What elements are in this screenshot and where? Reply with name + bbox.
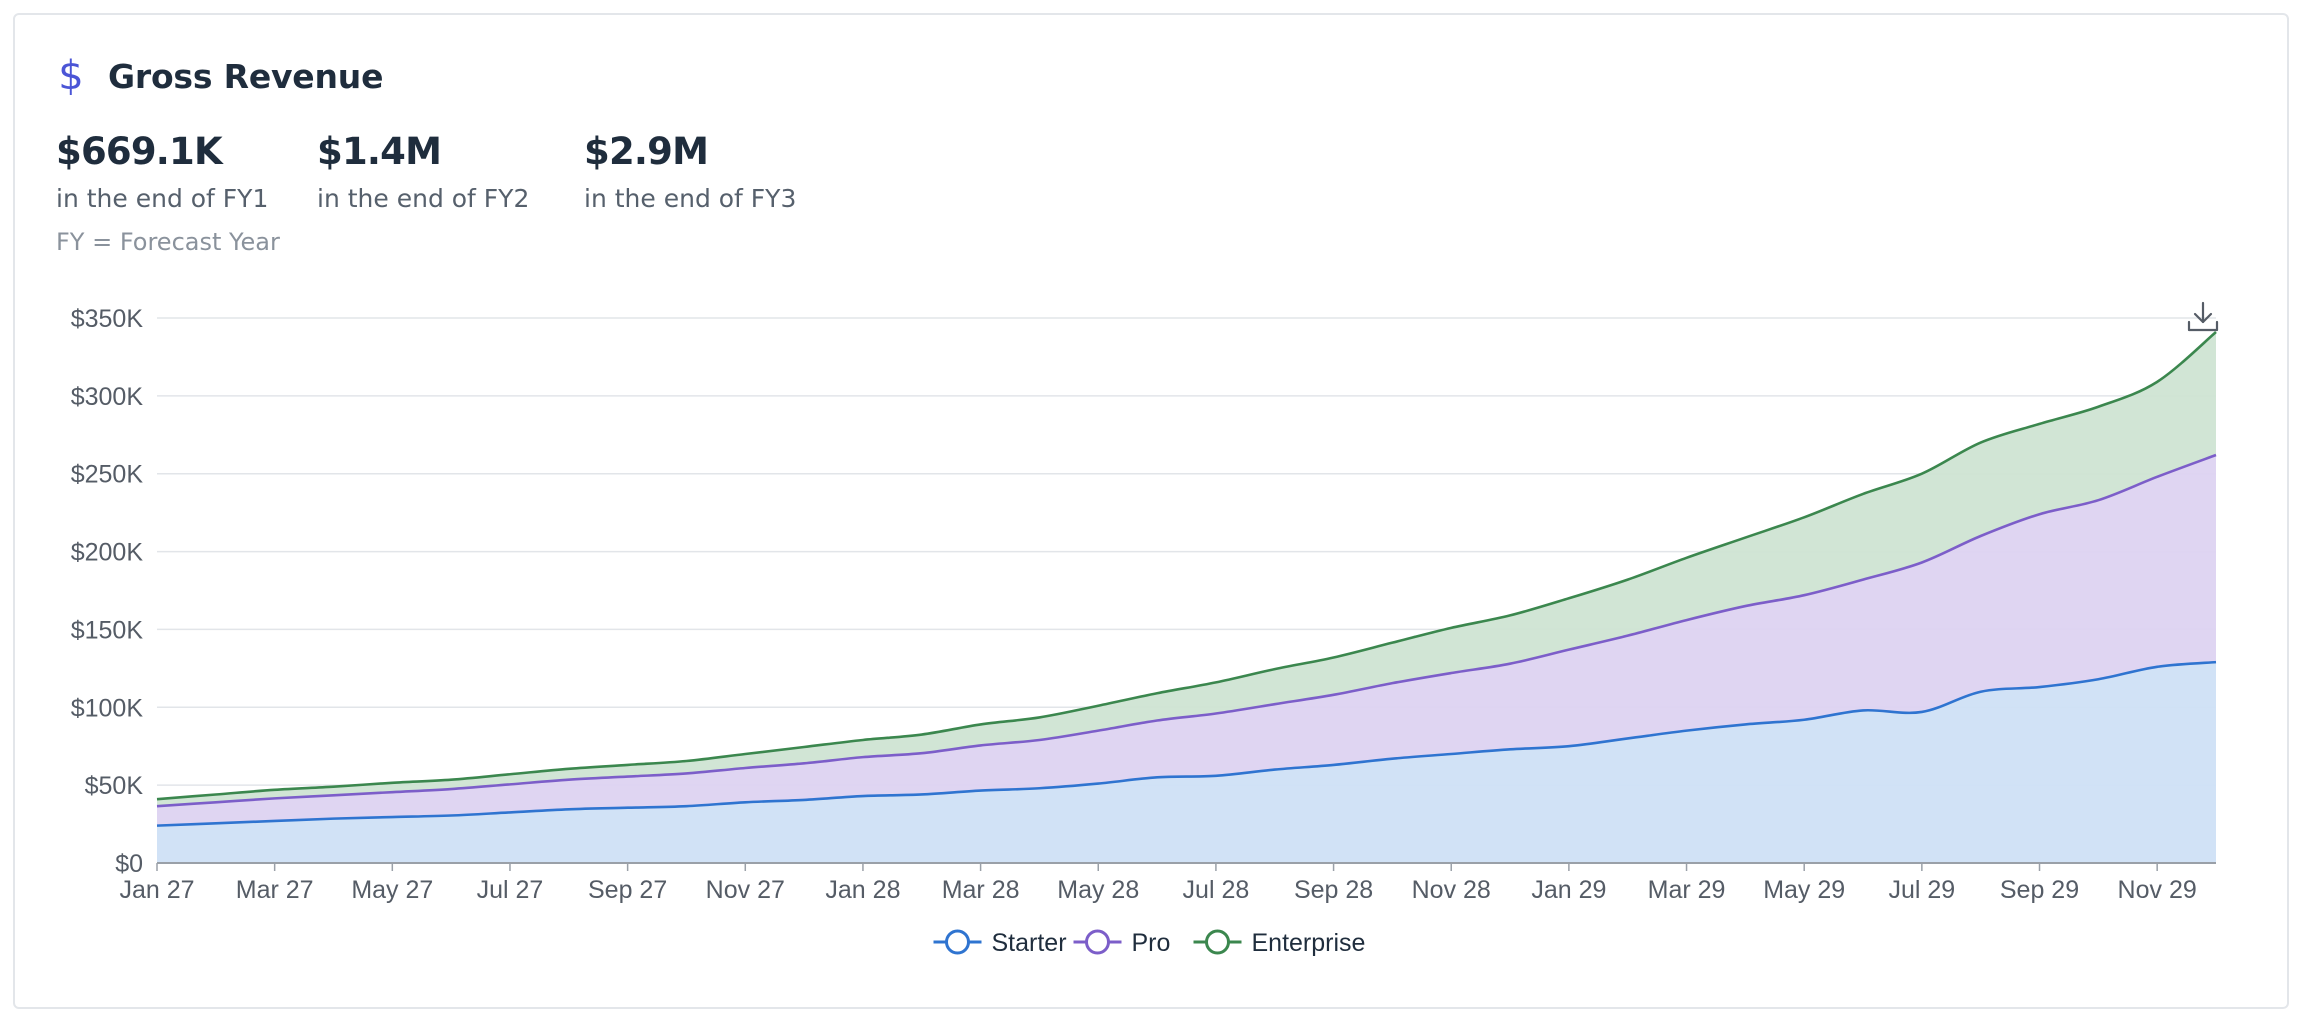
area-enterprise [157,332,2216,807]
chart-lines [156,331,2217,827]
legend-label: Enterprise [1252,929,1366,957]
x-tick-label: May 29 [1763,876,1845,904]
y-tick-label: $300K [71,383,144,411]
x-tick-label: Mar 29 [1648,876,1726,904]
legend-marker [1205,929,1230,955]
x-tick-label: Jul 29 [1888,876,1955,904]
metric-caption: in the end of FY2 [317,184,530,213]
x-tick-label: May 28 [1057,876,1139,904]
legend-marker [945,929,970,955]
x-tick-label: Jan 27 [119,876,194,904]
x-tick-label: Jan 28 [825,876,900,904]
area-pro [157,455,2216,826]
line-pro [156,453,2217,808]
line-starter [156,660,2217,827]
metric-value: $2.9M [584,130,709,173]
metric-caption: in the end of FY3 [584,184,797,213]
y-axis: $0 $50K $100K $150K $200K $250K $300K $350K [71,305,144,878]
x-axis: Jan 27 Mar 27 May 27 Jul 27 Sep 27 Nov 27 Jan … [119,862,2216,904]
x-tick-label: Jul 27 [477,876,544,904]
x-tick-label: Sep 29 [2000,876,2079,904]
x-tick-label: Sep 28 [1294,876,1373,904]
x-tick-label: Mar 27 [236,876,314,904]
forecast-year-note: FY = Forecast Year [56,228,280,256]
metric-fy2: $1.4M in the end of FY2 [317,130,529,214]
line-enterprise [156,331,2217,801]
y-tick-label: $150K [71,616,144,644]
x-tick-label: Jul 28 [1183,876,1250,904]
metric-value: $669.1K [56,130,223,173]
metric-value: $1.4M [317,130,442,173]
y-tick-label: $0 [115,850,143,878]
metric-fy3: $2.9M in the end of FY3 [584,130,796,214]
card-title: Gross Revenue [108,56,384,96]
legend-item-enterprise[interactable]: Enterprise [1193,929,1366,957]
x-tick-label: Nov 27 [706,876,785,904]
legend-label: Pro [1132,929,1171,957]
y-tick-label: $100K [71,694,144,722]
dollar-icon: $ [58,53,84,99]
chart-areas [157,332,2216,863]
x-tick-label: Nov 29 [2118,876,2197,904]
y-tick-label: $350K [71,305,144,333]
legend-item-pro[interactable]: Pro [1073,929,1171,957]
legend-marker [1085,929,1110,955]
metric-fy1: $669.1K in the end of FY1 [56,130,268,214]
legend-label: Starter [992,929,1067,957]
download-icon [2187,301,2219,332]
y-tick-label: $200K [71,539,144,567]
x-tick-label: Jan 29 [1531,876,1606,904]
x-tick-label: Nov 28 [1412,876,1491,904]
y-tick-label: $50K [85,772,144,800]
x-tick-label: Sep 27 [588,876,667,904]
download-button[interactable] [2186,300,2220,334]
x-tick-label: Mar 28 [942,876,1020,904]
card-header: $ Gross Revenue [56,56,383,96]
chart-legend: Starter Pro Enterprise [933,929,1366,957]
legend-item-starter[interactable]: Starter [933,929,1067,957]
x-tick-label: May 27 [351,876,433,904]
area-starter [157,662,2216,863]
y-tick-label: $250K [71,461,144,489]
metric-caption: in the end of FY1 [56,184,269,213]
